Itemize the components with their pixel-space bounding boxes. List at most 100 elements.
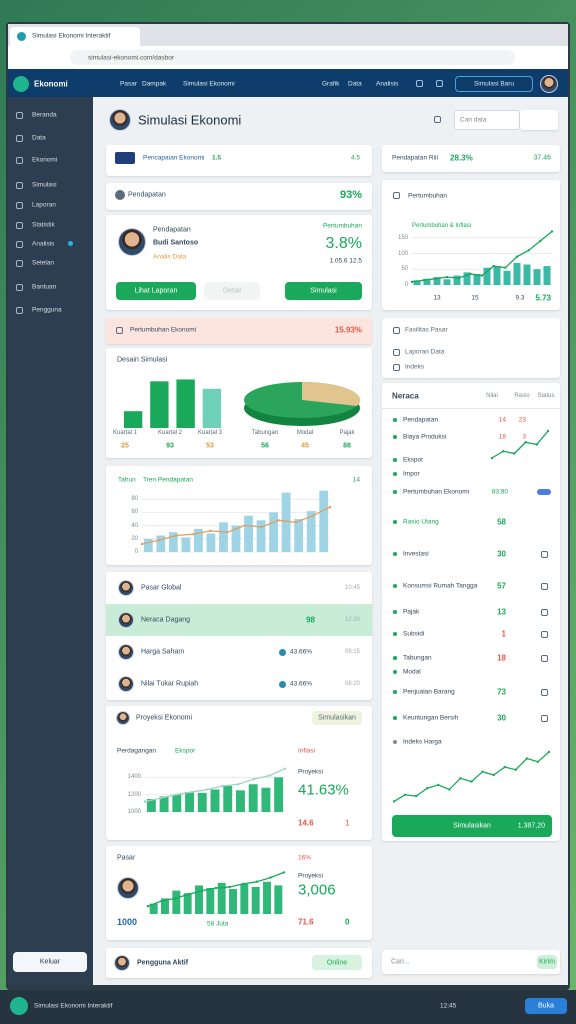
report-button-label[interactable]: Lihat Laporan	[134, 287, 178, 295]
logo-icon	[13, 76, 29, 92]
point	[146, 905, 150, 908]
bar	[306, 511, 316, 552]
taskbar-button[interactable]	[525, 998, 567, 1014]
label: Neraca	[392, 391, 419, 401]
label: Ekspor	[403, 456, 424, 464]
pie-slice	[302, 381, 361, 406]
nav-link[interactable]: Analisis	[376, 80, 399, 88]
send-button-label[interactable]: Kirim	[539, 958, 555, 966]
label: Simulasi Ekonomi Interaktif	[34, 1002, 113, 1010]
icon	[16, 306, 23, 314]
detail-button-label[interactable]: Detail	[223, 287, 241, 295]
icon	[115, 190, 125, 200]
point	[546, 429, 550, 433]
label: Cari...	[391, 958, 410, 966]
icon	[541, 688, 548, 696]
bar	[231, 525, 241, 552]
topbar	[8, 69, 568, 97]
search-box[interactable]	[454, 110, 520, 130]
point	[410, 280, 414, 284]
logout-button-label[interactable]: Keluar	[39, 958, 61, 966]
taskbar-button-label[interactable]: Buka	[538, 1002, 554, 1010]
point	[294, 521, 298, 524]
send-button[interactable]	[537, 955, 557, 969]
label: Pendapatan	[403, 416, 439, 424]
point	[214, 886, 218, 890]
point	[160, 899, 163, 903]
simulate-button-label[interactable]: Simulasi	[310, 287, 337, 295]
label: 1000	[117, 917, 138, 927]
logout-button[interactable]	[13, 952, 87, 972]
label: 3	[522, 433, 526, 441]
sidebar-item[interactable]: Setelan	[32, 259, 55, 267]
status-pill[interactable]	[312, 955, 362, 970]
icon	[16, 283, 23, 291]
report-button[interactable]	[116, 282, 196, 300]
nav-link[interactable]: Grafik	[322, 80, 340, 88]
label: Indeks	[405, 363, 425, 371]
line	[144, 768, 286, 803]
bar	[261, 787, 271, 812]
point	[524, 441, 527, 444]
icon	[541, 654, 548, 662]
label: Pertumbuhan	[408, 192, 448, 200]
point	[547, 750, 551, 754]
favicon	[17, 32, 26, 41]
divider	[382, 408, 560, 409]
point	[504, 266, 507, 269]
sidebar-item[interactable]: Beranda	[32, 111, 57, 119]
search-input[interactable]	[382, 950, 560, 974]
nav-item[interactable]: Dampak	[142, 80, 167, 88]
simulate-pill-label[interactable]: Simulasikan	[318, 714, 356, 722]
sidebar-item[interactable]: Statistik	[32, 221, 55, 229]
simulate-pill[interactable]	[312, 711, 362, 725]
point	[502, 450, 505, 453]
label: 88	[343, 442, 351, 450]
bar	[206, 888, 215, 914]
detail-button[interactable]	[204, 282, 260, 300]
sidebar-item[interactable]: Analisis	[32, 240, 55, 248]
label: Investasi	[403, 550, 429, 558]
sidebar-item[interactable]: Simulasi	[32, 181, 57, 189]
icon	[434, 116, 441, 123]
point	[480, 274, 484, 277]
simulate-button[interactable]	[285, 282, 362, 300]
icon	[279, 648, 286, 656]
sidebar-item[interactable]: Bantuan	[32, 283, 57, 291]
mini-chart	[143, 767, 287, 813]
point	[174, 897, 177, 900]
bar	[202, 388, 222, 428]
bar	[195, 885, 203, 914]
point	[143, 800, 147, 803]
point	[457, 276, 460, 280]
new-button[interactable]	[455, 76, 533, 92]
icon	[16, 111, 23, 119]
point	[228, 885, 231, 889]
new-button-label[interactable]: Simulasi Baru	[473, 80, 515, 88]
row-dot	[393, 632, 397, 636]
nav-item[interactable]: Simulasi Ekonomi	[183, 80, 235, 88]
bar	[123, 411, 143, 428]
row-dot	[393, 670, 397, 674]
bar	[150, 381, 169, 428]
sidebar-item[interactable]: Pengguna	[32, 306, 62, 314]
status-pill-label[interactable]: Online	[326, 959, 348, 966]
y-tick-label: 50	[401, 266, 408, 273]
label: 18	[498, 433, 506, 441]
balance-button-label[interactable]: Simulasikan	[453, 822, 491, 830]
avatar	[116, 711, 130, 725]
nav-item[interactable]: Pasar	[120, 80, 137, 88]
y-tick-label: 100	[397, 250, 408, 257]
point	[513, 452, 516, 455]
sidebar-item[interactable]: Ekonomi	[32, 156, 58, 164]
sidebar-item[interactable]: Data	[32, 134, 46, 142]
tab-title: Simulasi Ekonomi Interaktif	[32, 32, 111, 40]
label: 98	[306, 615, 315, 625]
point	[174, 793, 178, 796]
balance-button[interactable]	[392, 815, 552, 837]
bar	[156, 535, 166, 552]
label: 1.05.6 12.5	[329, 257, 362, 265]
sidebar-item[interactable]: Laporan	[32, 201, 56, 209]
row-dot	[393, 552, 397, 556]
nav-link[interactable]: Data	[348, 80, 362, 88]
